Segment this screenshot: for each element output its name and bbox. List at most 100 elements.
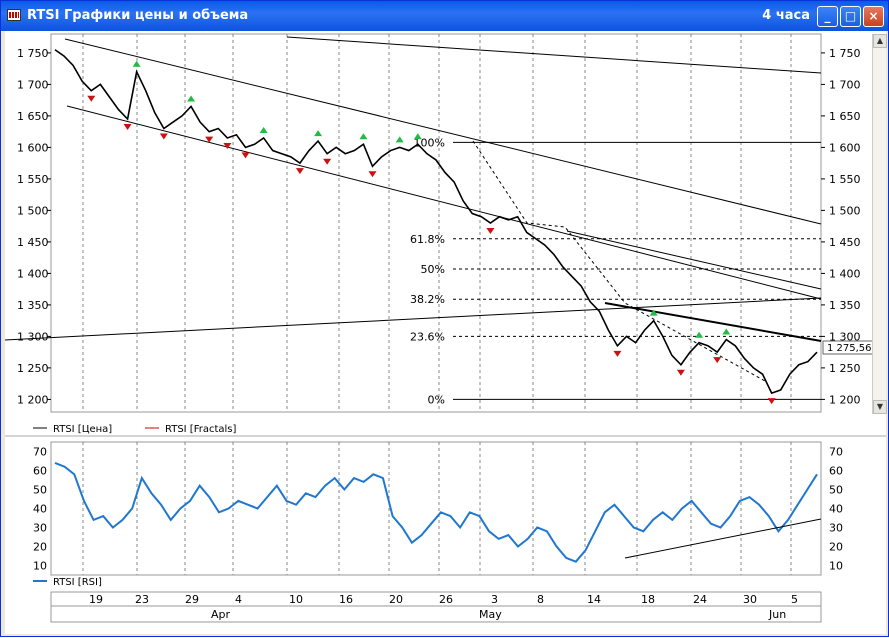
day-label: 19 — [89, 593, 103, 606]
fractal-up-icon — [695, 331, 704, 338]
fractal-down-icon — [123, 124, 132, 131]
timeframe-label[interactable]: 4 часа — [762, 8, 810, 23]
last-price-label: 1 275,56 — [827, 343, 872, 354]
month-label: Jun — [768, 608, 786, 621]
price-tick-label-left: 1 450 — [17, 236, 49, 249]
price-tick-label-left: 1 700 — [17, 78, 49, 91]
rsi-axis-right: 70 60 50 40 30 20 10 — [829, 446, 843, 573]
legend-price-label: RTSI [Цена] — [53, 424, 112, 435]
day-label: 30 — [743, 593, 757, 606]
fractal-down-icon — [486, 228, 495, 234]
fractal-up-icon — [259, 126, 268, 133]
rsi-line[interactable] — [54, 461, 818, 563]
price-tick-label-right: 1 250 — [829, 362, 861, 375]
rsi-trend-line — [624, 518, 822, 559]
zigzag-line — [472, 140, 766, 382]
day-label: 29 — [185, 593, 199, 606]
rsi-series[interactable] — [54, 461, 818, 563]
fractal-down-icon — [241, 152, 250, 159]
rsi-tick-label-right: 20 — [829, 541, 843, 554]
rsi-tick-label-left: 70 — [33, 446, 47, 459]
time-axis — [50, 591, 822, 623]
vertical-scrollbar[interactable]: ▲ ▼ — [872, 34, 887, 414]
chart-canvas[interactable]: 1 750 1 700 1 650 1 600 1 550 1 500 1 450 1 400… — [4, 31, 886, 634]
legend-rsi-label: RTSI [RSI] — [53, 577, 102, 588]
day-label: 18 — [641, 593, 655, 606]
rsi-axis-left: 70 60 50 40 30 20 10 — [33, 446, 47, 573]
fractal-up-icon — [413, 133, 422, 140]
fib-level-label: 23.6% — [410, 330, 445, 343]
day-label: 5 — [791, 593, 798, 606]
price-tick-label-right: 1 600 — [829, 141, 861, 154]
fractal-up-icon — [359, 133, 368, 140]
month-label: May — [479, 608, 502, 621]
price-tick-label-left: 1 650 — [17, 110, 49, 123]
price-panel-frame — [50, 33, 822, 413]
resistance-line — [286, 36, 822, 74]
mid-trend-line — [566, 230, 822, 290]
fibonacci-levels: 100% 61.8% 50% 38.2% 23.6% 0% — [410, 136, 821, 406]
price-tick-label-right: 1 650 — [829, 110, 861, 123]
rsi-tick-label-right: 30 — [829, 522, 843, 535]
day-label: 26 — [439, 593, 453, 606]
fractal-down-icon — [676, 369, 685, 376]
scroll-down-arrow-icon[interactable]: ▼ — [873, 400, 887, 414]
fib-level-label: 61.8% — [410, 233, 445, 246]
window-title: RTSI Графики цены и объема — [27, 8, 249, 23]
day-label: 24 — [693, 593, 707, 606]
fractal-up-icon — [132, 60, 141, 67]
fractal-down-icon — [159, 133, 168, 140]
price-tick-label-right: 1 700 — [829, 78, 861, 91]
day-label: 4 — [235, 593, 242, 606]
channel-lower-line — [66, 105, 822, 300]
price-tick-label-left: 1 300 — [17, 330, 49, 343]
fib-level-label: 50% — [421, 263, 445, 276]
price-tick-label-left: 1 400 — [17, 267, 49, 280]
price-series[interactable] — [54, 49, 818, 395]
fractal-down-icon — [368, 171, 377, 178]
title-bar[interactable]: RTSI Графики цены и объема 4 часа _ □ × — [1, 1, 888, 31]
price-tick-label-right: 1 300 — [829, 330, 861, 343]
trend-lines — [4, 36, 822, 342]
fractal-down-icon — [223, 142, 232, 149]
fractal-up-icon — [722, 328, 731, 335]
price-line[interactable] — [54, 49, 818, 395]
price-legend: RTSI [Цена] RTSI [Fractals] — [33, 424, 237, 435]
fib-level-label: 38.2% — [410, 293, 445, 306]
price-tick-label-right: 1 500 — [829, 204, 861, 217]
fractal-down-icon — [323, 158, 332, 165]
fractal-down-icon — [713, 357, 722, 364]
rsi-tick-label-left: 60 — [33, 465, 47, 478]
fractal-down-icon — [613, 350, 622, 357]
grid — [82, 34, 792, 575]
price-tick-label-left: 1 350 — [17, 299, 49, 312]
minimize-button[interactable]: _ — [817, 6, 838, 27]
chart-area[interactable]: 1 750 1 700 1 650 1 600 1 550 1 500 1 450 1 400… — [4, 31, 887, 634]
fractal-up-icon — [314, 130, 323, 137]
short-trend-line — [604, 302, 822, 342]
price-tick-label-right: 1 450 — [829, 236, 861, 249]
price-tick-label-left: 1 200 — [17, 393, 49, 406]
fractal-markers — [87, 60, 776, 405]
rsi-tick-label-left: 40 — [33, 503, 47, 516]
price-tick-label-left: 1 250 — [17, 362, 49, 375]
support-line — [4, 297, 822, 341]
month-label: Apr — [211, 608, 231, 621]
fractal-up-icon — [649, 309, 658, 316]
day-label: 8 — [537, 593, 544, 606]
price-tick-label-left: 1 550 — [17, 173, 49, 186]
price-tick-label-left: 1 600 — [17, 141, 49, 154]
rsi-tick-label-right: 40 — [829, 503, 843, 516]
legend-fractals-label: RTSI [Fractals] — [165, 424, 237, 435]
rsi-tick-label-left: 30 — [33, 522, 47, 535]
maximize-button[interactable]: □ — [840, 6, 861, 27]
price-tick-label-right: 1 750 — [829, 47, 861, 60]
scroll-up-arrow-icon[interactable]: ▲ — [873, 34, 887, 48]
rsi-tick-label-left: 50 — [33, 484, 47, 497]
chart-app-icon — [7, 9, 21, 21]
price-tick-label-left: 1 750 — [17, 47, 49, 60]
close-button[interactable]: × — [863, 6, 884, 27]
fib-level-label: 0% — [428, 393, 445, 406]
rsi-tick-label-right: 50 — [829, 484, 843, 497]
